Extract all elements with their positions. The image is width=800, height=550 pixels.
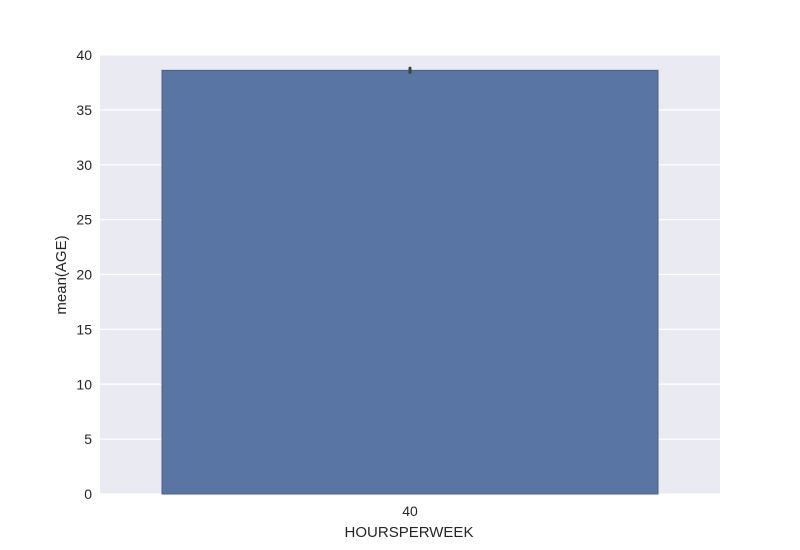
y-tick-label: 15 [76, 321, 92, 337]
y-tick-label: 20 [76, 267, 92, 283]
y-tick-label: 0 [84, 486, 92, 502]
bars [161, 69, 659, 495]
x-tick-labels: 40 [402, 503, 418, 519]
y-tick-label: 30 [76, 157, 92, 173]
y-axis-label: mean(AGE) [53, 235, 70, 314]
y-tick-label: 35 [76, 102, 92, 118]
y-tick-label: 5 [84, 431, 92, 447]
y-tick-label: 10 [76, 376, 92, 392]
y-tick-label: 25 [76, 212, 92, 228]
x-axis-label: HOURSPERWEEK [345, 524, 474, 541]
x-tick-label: 40 [402, 503, 418, 519]
y-tick-labels: 0 5 10 15 20 25 30 35 40 [76, 47, 92, 502]
y-tick-label: 40 [76, 47, 92, 63]
bar [161, 69, 659, 495]
